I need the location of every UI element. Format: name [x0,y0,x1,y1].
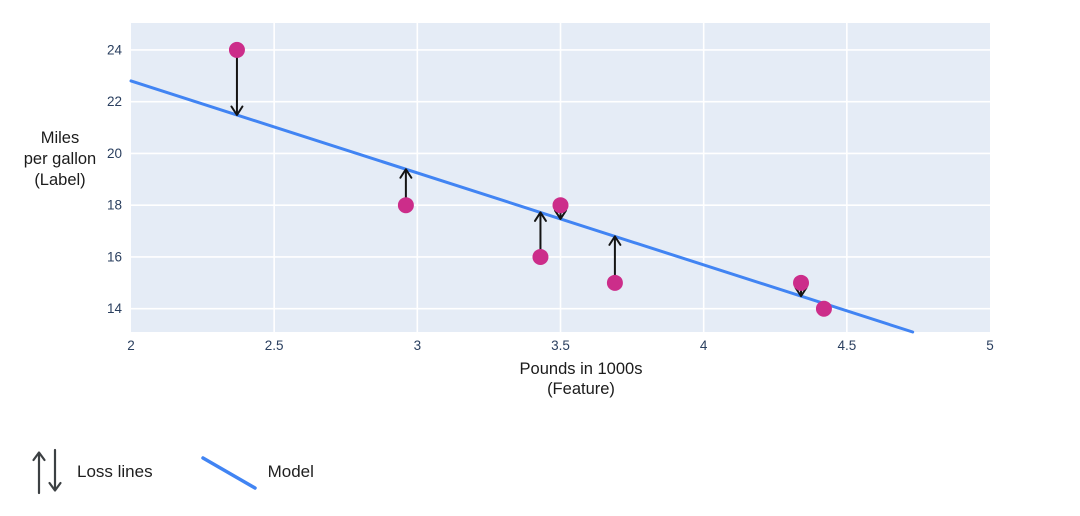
y-tick-label: 18 [107,198,122,213]
y-axis-title: Miles per gallon (Label) [23,129,97,189]
loss-arrows-icon [32,448,62,495]
x-axis-title: Pounds in 1000s (Feature) [519,360,643,398]
legend-label-loss-lines: Loss lines [77,461,153,481]
data-point [532,248,549,265]
y-tick-label: 16 [107,249,122,264]
loss-arrow-head-up [399,168,413,179]
legend-item-model: Model [198,451,314,493]
x-tick-label: 2 [127,338,135,353]
x-tick-label: 3.5 [551,338,570,353]
legend-label-model: Model [267,461,314,481]
y-tick-label: 22 [107,94,122,109]
x-tick-label: 5 [986,338,994,353]
loss-arrow-head-down [794,286,808,298]
legend: Loss lines Model [30,448,314,495]
data-point [552,197,569,214]
y-tick-label: 14 [107,301,123,316]
data-point [228,41,245,58]
loss-arrow-head-down [230,105,244,116]
loss-arrow-head-down [554,209,567,220]
data-point [606,274,623,291]
y-tick-label: 24 [107,42,123,57]
x-tick-label: 2.5 [265,338,284,353]
model-line [129,79,915,334]
x-tick-label: 3 [414,338,422,353]
data-point [815,300,832,317]
loss-arrow-head-up [533,211,547,222]
data-point [397,197,414,214]
legend-item-loss-lines: Loss lines [30,448,153,495]
y-tick-label: 20 [107,146,122,161]
x-tick-label: 4 [700,338,708,353]
data-point [793,274,810,291]
x-tick-label: 4.5 [837,338,856,353]
loss-arrow-head-up [608,235,622,246]
model-line-icon [200,455,257,490]
scatter-plot: 2 2.5 3 3.5 4 4.5 5 14 16 18 20 22 24 [107,23,994,353]
